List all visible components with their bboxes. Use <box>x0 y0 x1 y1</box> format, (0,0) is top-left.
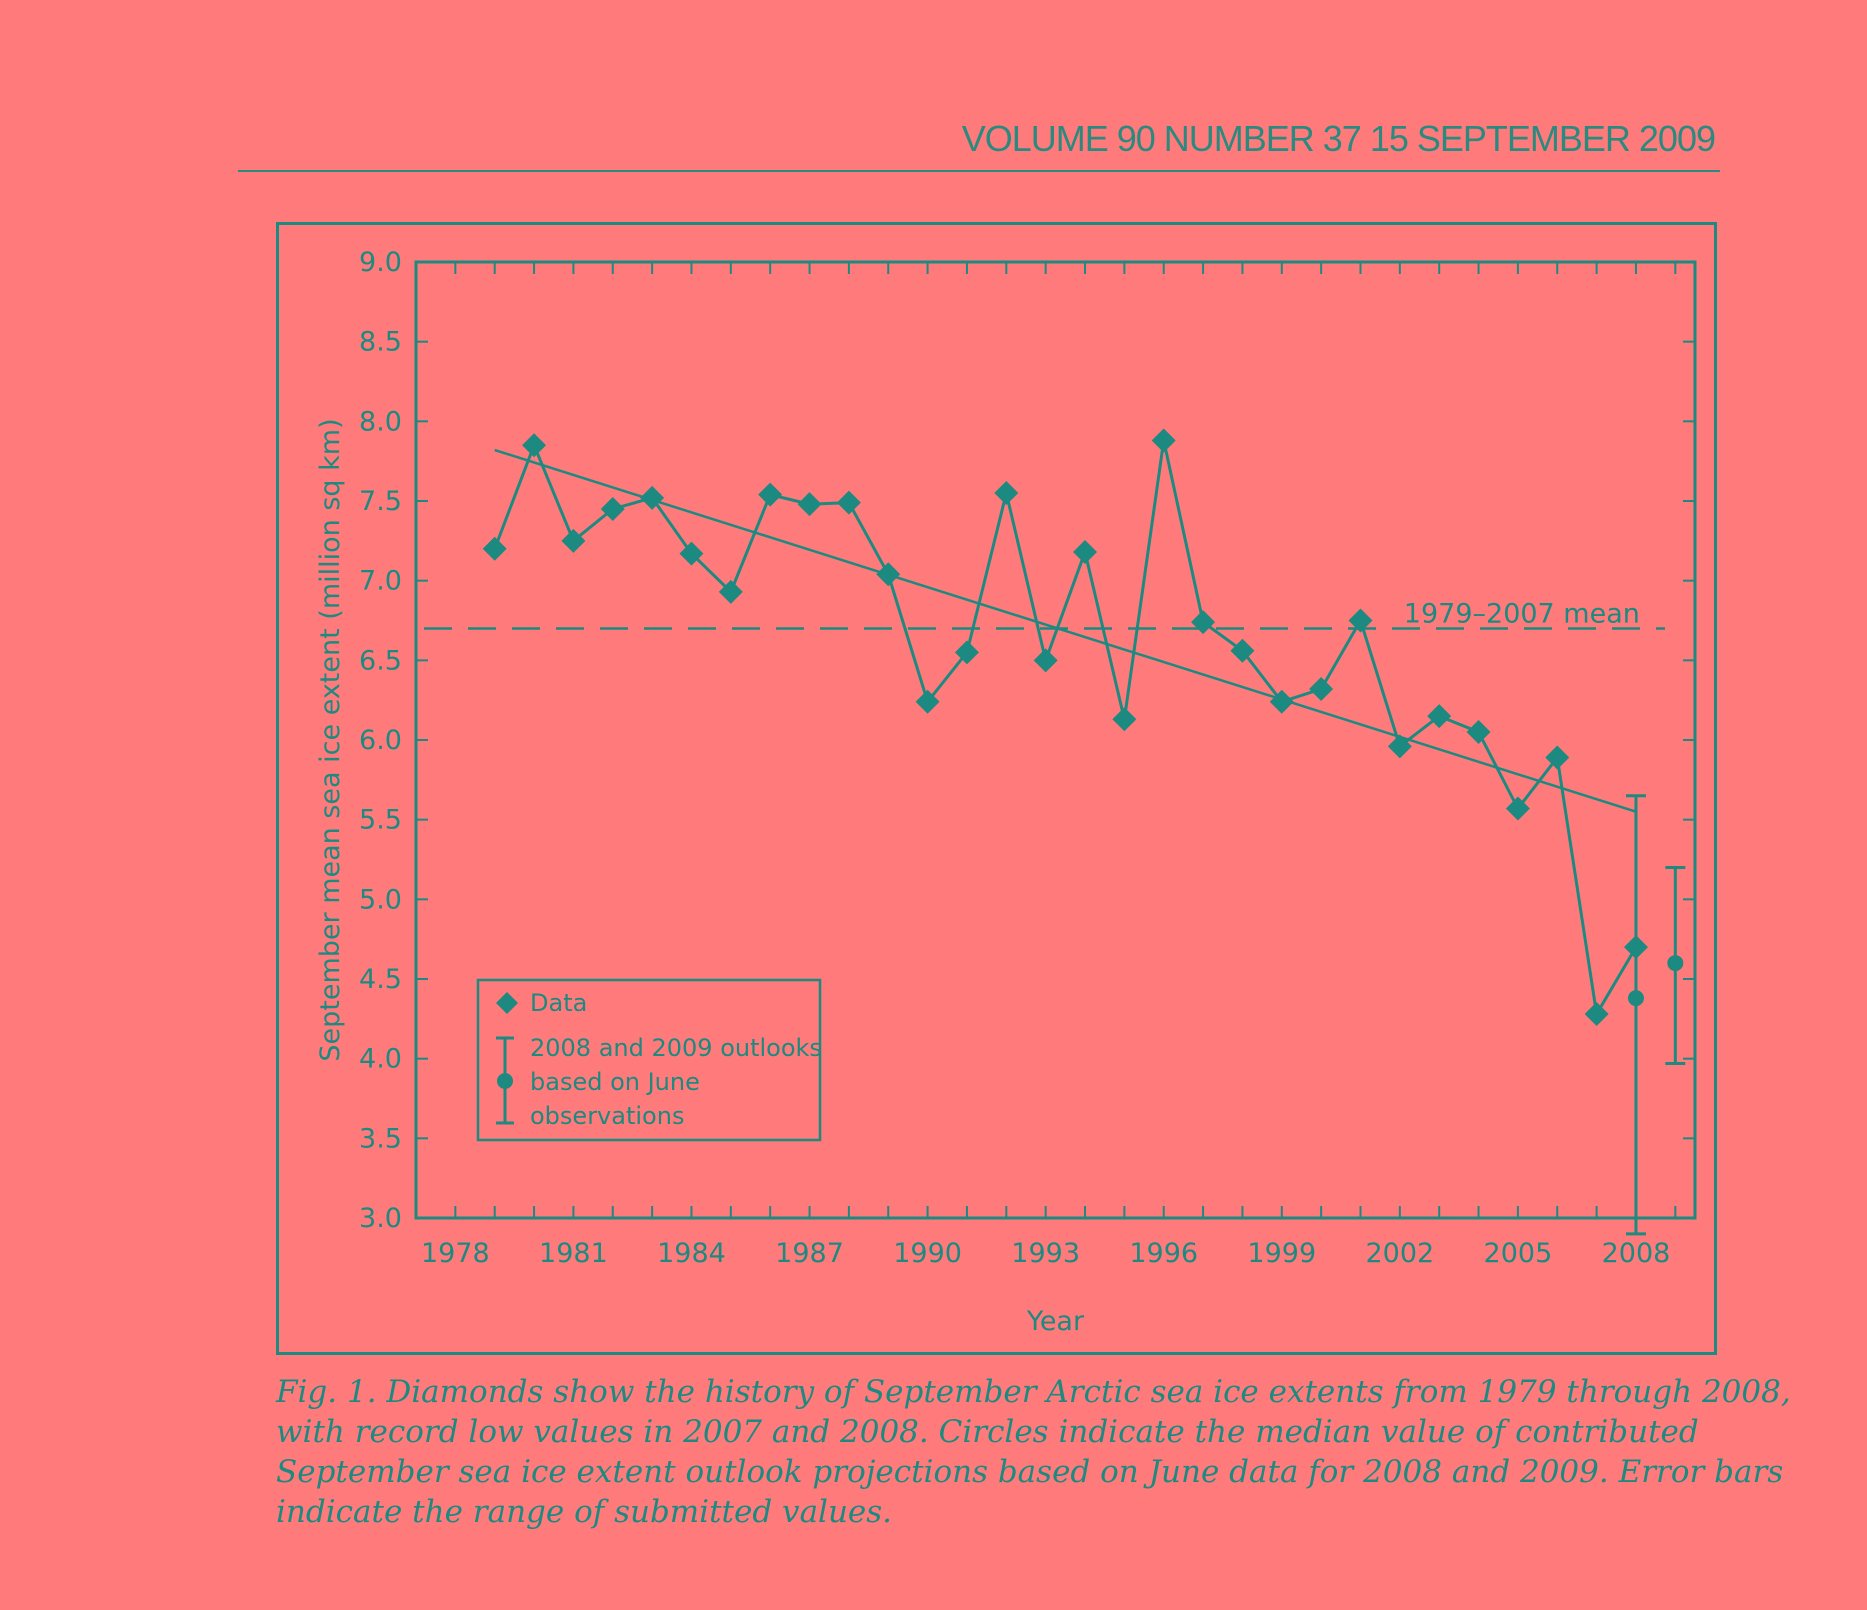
data-point-diamond <box>1427 704 1452 729</box>
legend-entry: 2008 and 2009 outlooks <box>530 1034 822 1062</box>
data-point-diamond <box>718 579 743 604</box>
data-point-diamond <box>915 689 940 714</box>
legend-entry: Data <box>530 989 587 1017</box>
trend-line <box>494 448 1637 813</box>
figure-frame <box>276 222 1717 1355</box>
y-tick-label: 4.5 <box>359 964 402 995</box>
data-point-diamond <box>522 433 547 458</box>
y-tick-label: 3.0 <box>359 1203 402 1234</box>
y-tick-label: 3.5 <box>359 1123 402 1154</box>
journal-header: VOLUME 90 NUMBER 37 15 SEPTEMBER 2009 <box>961 118 1716 159</box>
legend: Data 2008 and 2009 outlooks based on June o… <box>476 978 822 1142</box>
outlook-median-circle <box>1627 990 1644 1007</box>
y-tick-labels: 3.0 3.5 4.0 4.5 5.0 5.5 6.0 6.5 7.0 7.5 8.0 8.5 9.0 <box>359 247 402 1234</box>
y-tick-label: 9.0 <box>359 247 402 278</box>
data-point-diamond <box>876 562 901 587</box>
data-point-diamond <box>1033 648 1058 673</box>
data-point-diamond <box>1466 720 1491 745</box>
data-point-diamond <box>1309 677 1334 702</box>
mean-line-label: 1979–2007 mean <box>1404 598 1640 629</box>
y-tick-label: 5.0 <box>359 884 402 915</box>
x-tick-label: 2002 <box>1365 1238 1434 1269</box>
y-axis-title: September mean sea ice extent (million s… <box>315 418 346 1061</box>
y-tick-label: 5.5 <box>359 805 402 836</box>
x-tick-label: 1996 <box>1129 1238 1198 1269</box>
x-tick-labels: 1978 1981 1984 1987 1990 1993 1996 1999 2002 2005… <box>421 1238 1670 1269</box>
x-tick-label: 2008 <box>1602 1238 1671 1269</box>
data-point-diamond <box>1151 428 1176 453</box>
data-point-diamond <box>1112 707 1137 732</box>
data-point-diamond <box>994 481 1019 506</box>
y-tick-label: 7.5 <box>359 486 402 517</box>
caption-line: indicate the range of submitted values. <box>276 1494 893 1530</box>
data-point-diamond <box>1387 734 1412 759</box>
data-point-diamond <box>954 640 979 665</box>
x-tick-label: 1981 <box>539 1238 608 1269</box>
data-point-diamond <box>600 496 625 521</box>
data-point-diamond <box>1505 796 1530 821</box>
caption-line: with record low values in 2007 and 2008.… <box>276 1414 1699 1450</box>
y-tick-label: 8.0 <box>359 406 402 437</box>
y-tick-label: 6.0 <box>359 725 402 756</box>
data-point-diamond <box>836 490 861 515</box>
header-rule <box>238 170 1720 172</box>
data-point-diamond <box>640 485 665 510</box>
data-point-diamond <box>1073 539 1098 564</box>
series-data <box>482 428 1648 1027</box>
y-tick-label: 8.5 <box>359 327 402 358</box>
legend-entry: observations <box>530 1102 684 1130</box>
reference-lines <box>424 448 1665 813</box>
x-tick-label: 1984 <box>657 1238 726 1269</box>
data-point-diamond <box>482 536 507 561</box>
figure-caption: Fig. 1. Diamonds show the history of Sep… <box>276 1372 1791 1532</box>
x-tick-label: 1987 <box>775 1238 844 1269</box>
x-tick-label: 2005 <box>1484 1238 1553 1269</box>
data-point-diamond <box>1191 610 1216 635</box>
caption-line: September sea ice extent outlook project… <box>276 1454 1784 1490</box>
caption-line: Fig. 1. Diamonds show the history of Sep… <box>276 1374 1791 1410</box>
data-point-diamond <box>797 492 822 517</box>
x-axis-title: Year <box>1026 1306 1085 1337</box>
data-point-diamond <box>1230 638 1255 663</box>
x-tick-label: 1990 <box>893 1238 962 1269</box>
outlook-series <box>1625 794 1686 1236</box>
data-point-diamond <box>561 528 586 553</box>
legend-circle-symbol <box>497 1073 513 1089</box>
legend-box <box>476 978 822 1142</box>
y-tick-label: 4.0 <box>359 1044 402 1075</box>
series-line <box>493 440 1638 1019</box>
data-point-diamond <box>1348 608 1373 633</box>
data-point-diamond <box>679 541 704 566</box>
y-tick-label: 7.0 <box>359 566 402 597</box>
data-point-diamond <box>1269 689 1294 714</box>
data-point-diamond <box>758 482 783 507</box>
x-tick-label: 1978 <box>421 1238 490 1269</box>
data-point-diamond <box>1545 745 1570 770</box>
axis-ticks <box>416 261 1695 1219</box>
legend-diamond-symbol <box>496 992 518 1014</box>
x-tick-label: 1993 <box>1011 1238 1080 1269</box>
legend-entry: based on June <box>530 1068 700 1096</box>
data-point-diamond <box>1584 1002 1609 1027</box>
x-tick-label: 1999 <box>1247 1238 1316 1269</box>
outlook-median-circle <box>1667 955 1684 972</box>
y-tick-label: 6.5 <box>359 645 402 676</box>
